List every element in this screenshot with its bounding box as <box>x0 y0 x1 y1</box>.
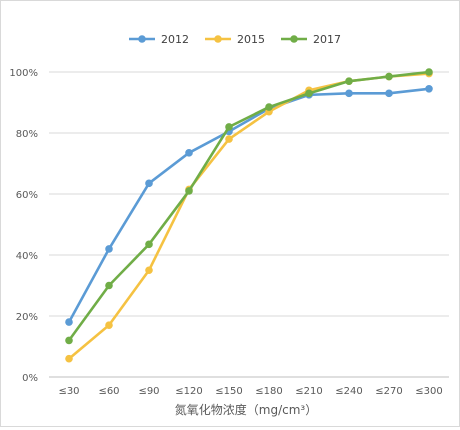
data-point-2015 <box>105 321 113 329</box>
data-point-2017 <box>425 68 433 76</box>
x-tick-label: ≤180 <box>255 386 282 397</box>
x-tick-label: ≤30 <box>58 386 79 397</box>
x-tick-label: ≤120 <box>175 386 202 397</box>
series-line-2012 <box>67 87 431 324</box>
series-group <box>65 68 433 363</box>
x-tick-label: ≤90 <box>138 386 159 397</box>
data-point-2012 <box>345 89 353 98</box>
data-point-2017 <box>185 187 193 195</box>
legend-item-2012: 2012 <box>129 33 189 46</box>
data-point-2015 <box>145 266 153 275</box>
series-2017 <box>65 68 433 345</box>
x-tick-label: ≤60 <box>98 386 119 397</box>
x-axis-label: 氮氧化物浓度（mg/cm³） <box>175 402 317 417</box>
data-point-2012 <box>425 84 433 93</box>
y-tick-label: 20% <box>16 312 38 323</box>
series-2015 <box>65 69 433 363</box>
legend-label: 2012 <box>161 33 189 46</box>
data-point-2017 <box>145 240 153 249</box>
data-point-2017 <box>385 72 393 81</box>
data-point-2015 <box>65 354 73 363</box>
legend-label: 2015 <box>237 33 265 46</box>
y-tick-label: 60% <box>16 190 38 201</box>
legend-marker <box>214 35 222 43</box>
data-point-2015 <box>225 135 233 143</box>
data-point-2012 <box>185 149 193 157</box>
data-point-2017 <box>265 103 273 111</box>
x-axis-ticks: ≤30 ≤60 ≤90 ≤120 ≤150 ≤180 ≤210 ≤240 ≤270 ≤300 <box>58 386 442 397</box>
data-point-2012 <box>385 89 393 98</box>
legend-label: 2017 <box>313 33 341 46</box>
x-tick-label: ≤150 <box>215 386 242 397</box>
x-tick-label: ≤270 <box>375 386 402 397</box>
legend-marker <box>138 35 146 43</box>
data-point-2017 <box>345 77 353 85</box>
y-tick-label: 0% <box>22 373 38 384</box>
x-tick-label: ≤210 <box>295 386 322 397</box>
y-axis-ticks: 0% 20% 40% 60% 80% 100% <box>9 68 38 384</box>
data-point-2012 <box>145 179 153 188</box>
legend-marker <box>290 35 298 43</box>
data-point-2012 <box>105 245 113 253</box>
legend-item-2017: 2017 <box>281 33 341 46</box>
data-point-2017 <box>225 123 233 131</box>
data-point-2017 <box>105 281 113 290</box>
legend-item-2015: 2015 <box>205 33 265 46</box>
y-tick-label: 80% <box>16 129 38 140</box>
series-line-2017 <box>67 70 431 342</box>
data-point-2017 <box>305 89 313 98</box>
x-tick-label: ≤240 <box>335 386 362 397</box>
data-point-2012 <box>65 318 73 326</box>
legend: 2012 2015 2017 <box>129 33 341 46</box>
y-tick-label: 100% <box>9 68 38 79</box>
series-2012 <box>65 84 433 326</box>
x-tick-label: ≤300 <box>415 386 442 397</box>
y-tick-label: 40% <box>16 251 38 262</box>
data-point-2017 <box>65 336 73 345</box>
